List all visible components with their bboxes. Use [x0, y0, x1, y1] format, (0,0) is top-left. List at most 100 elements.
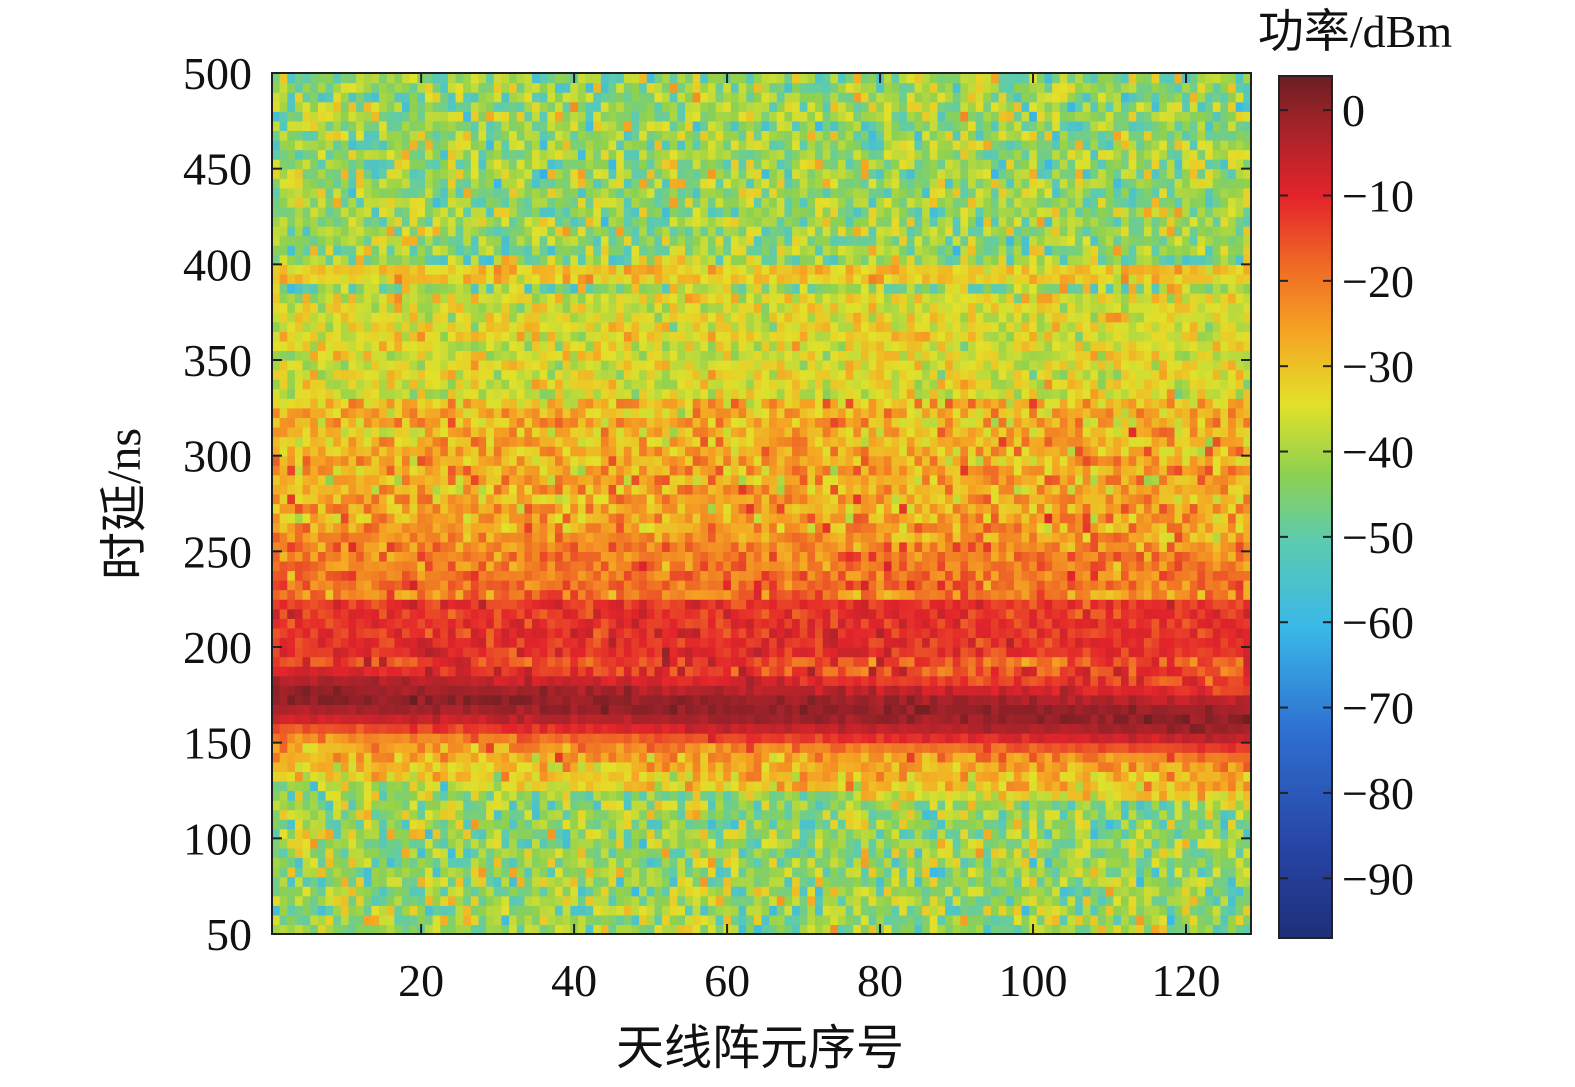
heatmap-cell — [776, 713, 786, 725]
heatmap-cell — [394, 560, 403, 572]
heatmap-cell — [868, 666, 877, 677]
heatmap-cell — [1197, 914, 1206, 926]
heatmap-cell — [302, 713, 311, 725]
heatmap-cell — [730, 637, 740, 648]
heatmap-cell — [1166, 704, 1176, 715]
heatmap-cell — [1205, 580, 1214, 591]
heatmap-cell — [1113, 886, 1122, 897]
heatmap-cell — [333, 675, 342, 686]
heatmap-cell — [853, 570, 862, 581]
heatmap-cell — [417, 857, 426, 868]
heatmap-cell — [616, 819, 625, 830]
heatmap-cell — [539, 637, 548, 648]
heatmap-cell — [455, 685, 464, 696]
heatmap-cell — [501, 809, 510, 820]
heatmap-cell — [325, 580, 334, 591]
heatmap-cell — [707, 828, 717, 839]
heatmap-cell — [914, 924, 923, 935]
heatmap-cell — [593, 742, 602, 753]
heatmap-cell — [799, 666, 808, 677]
heatmap-cell — [516, 560, 525, 572]
heatmap-cell — [532, 742, 541, 753]
heatmap-cell — [1120, 704, 1130, 715]
heatmap-cell — [945, 876, 954, 887]
heatmap-cell — [294, 914, 304, 926]
heatmap-cell — [975, 809, 984, 820]
heatmap-cell — [532, 838, 541, 849]
heatmap-cell — [769, 560, 778, 572]
heatmap-cell — [975, 685, 984, 696]
heatmap-cell — [608, 752, 617, 763]
heatmap-cell — [662, 886, 671, 897]
heatmap-cell — [440, 790, 449, 801]
heatmap-cell — [432, 647, 441, 658]
heatmap-cell — [1082, 924, 1091, 935]
heatmap-cell — [952, 608, 961, 619]
heatmap-cell — [1036, 819, 1046, 830]
heatmap-cell — [463, 886, 472, 897]
heatmap-cell — [990, 895, 1000, 906]
heatmap-cell — [1021, 771, 1030, 782]
heatmap-cell — [486, 914, 495, 926]
heatmap-cell — [998, 627, 1007, 639]
heatmap-cell — [830, 685, 839, 696]
heatmap-cell — [333, 694, 342, 705]
heatmap-cell — [272, 666, 281, 677]
heatmap-cell — [876, 666, 885, 677]
heatmap-cell — [1189, 800, 1199, 811]
heatmap-cell — [616, 580, 625, 591]
heatmap-cell — [409, 733, 418, 744]
heatmap-cell — [379, 886, 388, 897]
heatmap-cell — [539, 694, 548, 705]
heatmap-cell — [608, 599, 617, 610]
heatmap-cell — [1036, 599, 1046, 610]
heatmap-cell — [937, 847, 946, 859]
heatmap-cell — [272, 895, 281, 906]
heatmap-cell — [1128, 905, 1137, 916]
heatmap-cell — [486, 809, 495, 820]
heatmap-cell — [700, 589, 709, 600]
heatmap-cell — [968, 723, 977, 734]
heatmap-cell — [1136, 809, 1145, 820]
heatmap-cell — [333, 876, 342, 887]
heatmap-cell — [1021, 742, 1030, 753]
heatmap-cell — [379, 895, 388, 906]
heatmap-cell — [730, 675, 740, 686]
heatmap-cell — [830, 618, 839, 629]
heatmap-cell — [600, 895, 610, 906]
heatmap-cell — [738, 704, 747, 715]
heatmap-cell — [784, 733, 793, 744]
heatmap-cell — [868, 914, 877, 926]
heatmap-cell — [830, 742, 839, 753]
heatmap-cell — [1075, 704, 1084, 715]
heatmap-cell — [1098, 656, 1107, 667]
heatmap-cell — [1228, 838, 1237, 849]
heatmap-cell — [868, 685, 877, 696]
heatmap-cell — [616, 704, 625, 715]
heatmap-cell — [914, 608, 923, 619]
heatmap-cell — [310, 589, 319, 600]
heatmap-cell — [1098, 867, 1107, 878]
heatmap-cell — [432, 694, 441, 705]
heatmap-cell — [807, 809, 816, 820]
heatmap-cell — [669, 867, 678, 878]
heatmap-cell — [845, 723, 854, 734]
heatmap-cell — [769, 838, 778, 849]
heatmap-cell — [746, 618, 755, 629]
heatmap-cell — [478, 580, 487, 591]
heatmap-cell — [700, 647, 709, 658]
heatmap-cell — [1151, 886, 1160, 897]
heatmap-cell — [325, 618, 334, 629]
heatmap-cell — [830, 570, 839, 581]
heatmap-cell — [906, 713, 916, 725]
heatmap-cell — [417, 608, 426, 619]
heatmap-cell — [1105, 924, 1114, 935]
heatmap-cell — [279, 809, 288, 820]
heatmap-cell — [501, 589, 510, 600]
heatmap-cell — [577, 761, 587, 772]
heatmap-cell — [616, 733, 625, 744]
heatmap-cell — [463, 570, 472, 581]
heatmap-cell — [776, 694, 786, 705]
heatmap-cell — [807, 647, 816, 658]
heatmap-cell — [1052, 685, 1061, 696]
